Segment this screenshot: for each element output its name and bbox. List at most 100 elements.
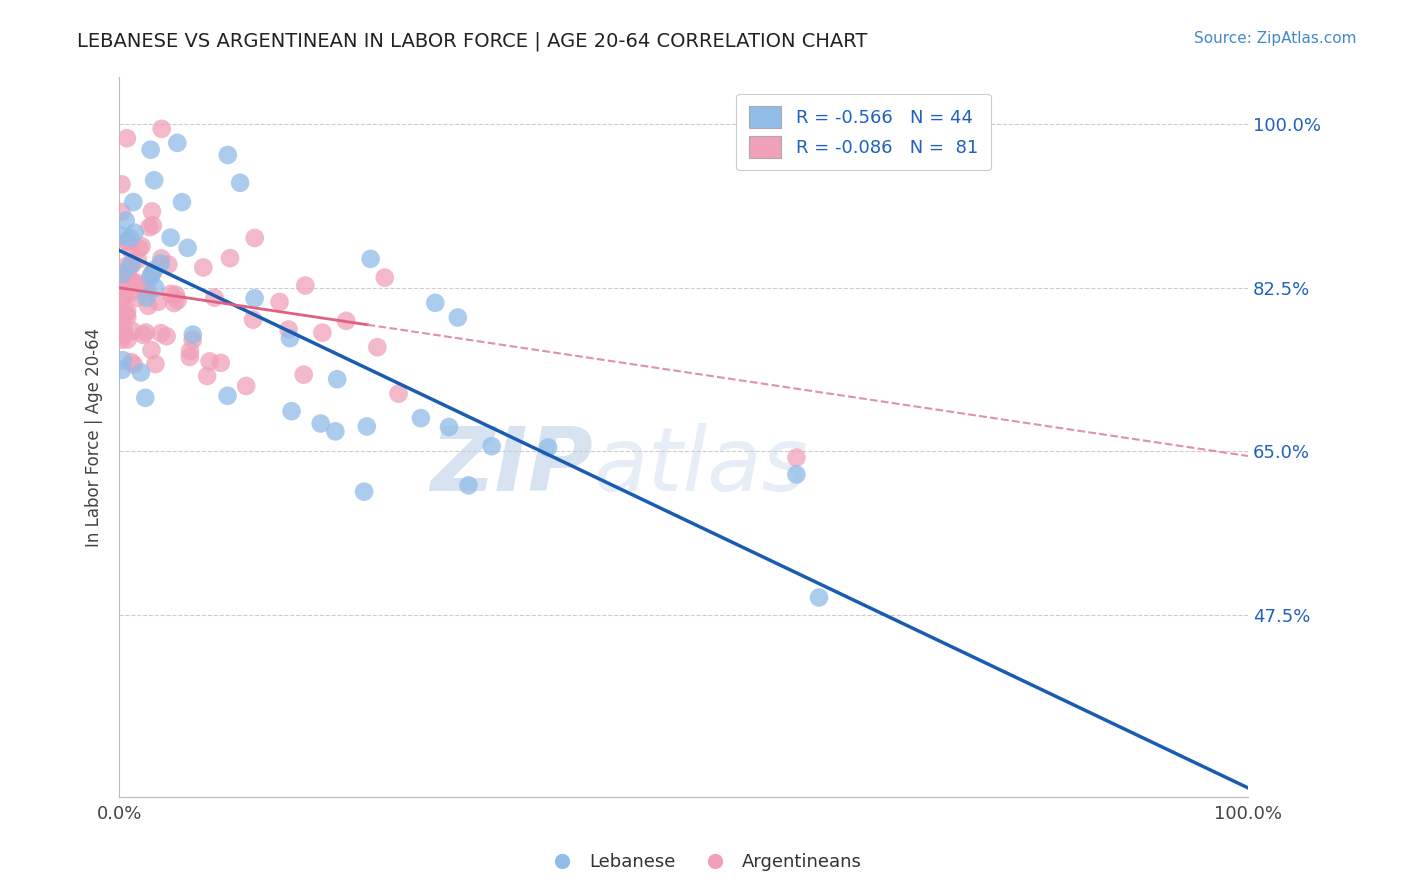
Point — [242, 312, 264, 326]
Point — [229, 176, 252, 190]
Point — [110, 276, 132, 290]
Point — [136, 283, 159, 297]
Point — [170, 195, 193, 210]
Point — [150, 326, 173, 341]
Point — [243, 231, 266, 245]
Point — [110, 291, 132, 305]
Point — [278, 331, 301, 345]
Point — [112, 324, 135, 338]
Point — [141, 204, 163, 219]
Point — [129, 366, 152, 380]
Point — [150, 121, 173, 136]
Point — [117, 269, 139, 284]
Point — [269, 295, 291, 310]
Point — [447, 310, 470, 325]
Point — [127, 252, 149, 267]
Point — [132, 327, 155, 342]
Point — [114, 213, 136, 227]
Point — [121, 258, 143, 272]
Point — [166, 136, 188, 150]
Point — [125, 276, 148, 290]
Point — [115, 259, 138, 273]
Point — [159, 230, 181, 244]
Point — [111, 363, 134, 377]
Point — [195, 369, 218, 384]
Point — [110, 228, 132, 243]
Point — [217, 389, 239, 403]
Point — [138, 220, 160, 235]
Point — [136, 299, 159, 313]
Point — [193, 260, 215, 275]
Point — [149, 256, 172, 270]
Point — [198, 354, 221, 368]
Point — [481, 439, 503, 453]
Point — [121, 276, 143, 290]
Point — [143, 281, 166, 295]
Point — [120, 242, 142, 256]
Point — [110, 333, 132, 347]
Point — [209, 356, 232, 370]
Point — [122, 195, 145, 210]
Point — [121, 324, 143, 338]
Point — [309, 417, 332, 431]
Point — [118, 286, 141, 301]
Point — [537, 441, 560, 455]
Point — [360, 252, 382, 266]
Point — [353, 484, 375, 499]
Point — [150, 252, 173, 266]
Point — [785, 450, 807, 465]
Point — [217, 148, 239, 162]
Point — [807, 591, 830, 605]
Point — [457, 478, 479, 492]
Point — [117, 333, 139, 347]
Point — [146, 294, 169, 309]
Point — [142, 265, 165, 279]
Point — [219, 251, 242, 265]
Point — [356, 419, 378, 434]
Point — [120, 231, 142, 245]
Point — [157, 257, 180, 271]
Point — [110, 178, 132, 192]
Point — [235, 379, 257, 393]
Point — [292, 368, 315, 382]
Point — [110, 303, 132, 318]
Point — [311, 326, 333, 340]
Point — [120, 258, 142, 272]
Point — [145, 357, 167, 371]
Point — [128, 242, 150, 256]
Point — [110, 315, 132, 329]
Point — [155, 329, 177, 343]
Point — [277, 322, 299, 336]
Point — [204, 291, 226, 305]
Point — [181, 327, 204, 342]
Point — [111, 353, 134, 368]
Point — [387, 386, 409, 401]
Point — [117, 235, 139, 249]
Point — [141, 343, 163, 357]
Point — [115, 307, 138, 321]
Point — [111, 309, 134, 323]
Text: Source: ZipAtlas.com: Source: ZipAtlas.com — [1194, 31, 1357, 46]
Point — [294, 278, 316, 293]
Text: ZIP: ZIP — [430, 423, 593, 509]
Point — [110, 205, 132, 219]
Point — [115, 131, 138, 145]
Point — [785, 467, 807, 482]
Point — [120, 258, 142, 272]
Point — [135, 291, 157, 305]
Point — [110, 269, 132, 284]
Y-axis label: In Labor Force | Age 20-64: In Labor Force | Age 20-64 — [86, 327, 103, 547]
Point — [115, 304, 138, 318]
Point — [437, 420, 460, 434]
Point — [117, 234, 139, 248]
Point — [335, 314, 357, 328]
Point — [181, 333, 204, 347]
Legend: R = -0.566   N = 44, R = -0.086   N =  81: R = -0.566 N = 44, R = -0.086 N = 81 — [737, 94, 990, 170]
Point — [141, 268, 163, 282]
Point — [163, 296, 186, 310]
Point — [409, 411, 432, 425]
Point — [110, 307, 132, 321]
Point — [425, 296, 447, 310]
Point — [124, 226, 146, 240]
Point — [142, 219, 165, 233]
